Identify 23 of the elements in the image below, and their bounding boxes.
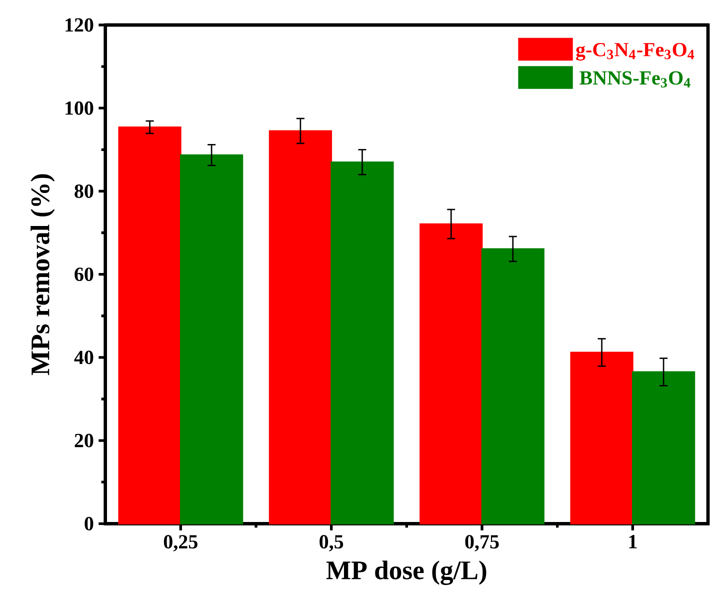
bar — [268, 130, 332, 524]
bar — [481, 248, 544, 524]
bar — [632, 371, 696, 524]
y-tick-label: 40 — [74, 350, 94, 364]
x-tick-label: 0,5 — [320, 535, 344, 552]
legend-label: BNNS-Fe$_{3}$O$_{4}$ — [580, 71, 690, 88]
bar — [420, 223, 483, 524]
y-tick-label: 100 — [66, 101, 94, 115]
y-axis-title: MPs removal (%) — [30, 174, 55, 376]
x-axis-title: MP dose (g/L) — [326, 560, 486, 585]
x-tick-label: 1 — [629, 535, 637, 548]
bar — [118, 126, 182, 524]
y-tick-label: 60 — [74, 268, 94, 282]
y-tick-label: 20 — [74, 434, 94, 448]
y-tick-label: 0 — [84, 516, 94, 530]
x-tick-label: 0,25 — [164, 535, 198, 552]
x-tick-label: 0,75 — [465, 535, 499, 552]
bar — [180, 154, 244, 524]
y-tick-label: 80 — [74, 184, 94, 198]
bar — [330, 161, 394, 524]
y-tick-label: 120 — [66, 18, 94, 32]
legend-label: g-C$_{3}$N$_{4}$-Fe$_{3}$O$_{4}$ — [576, 42, 694, 61]
bar — [570, 352, 634, 524]
